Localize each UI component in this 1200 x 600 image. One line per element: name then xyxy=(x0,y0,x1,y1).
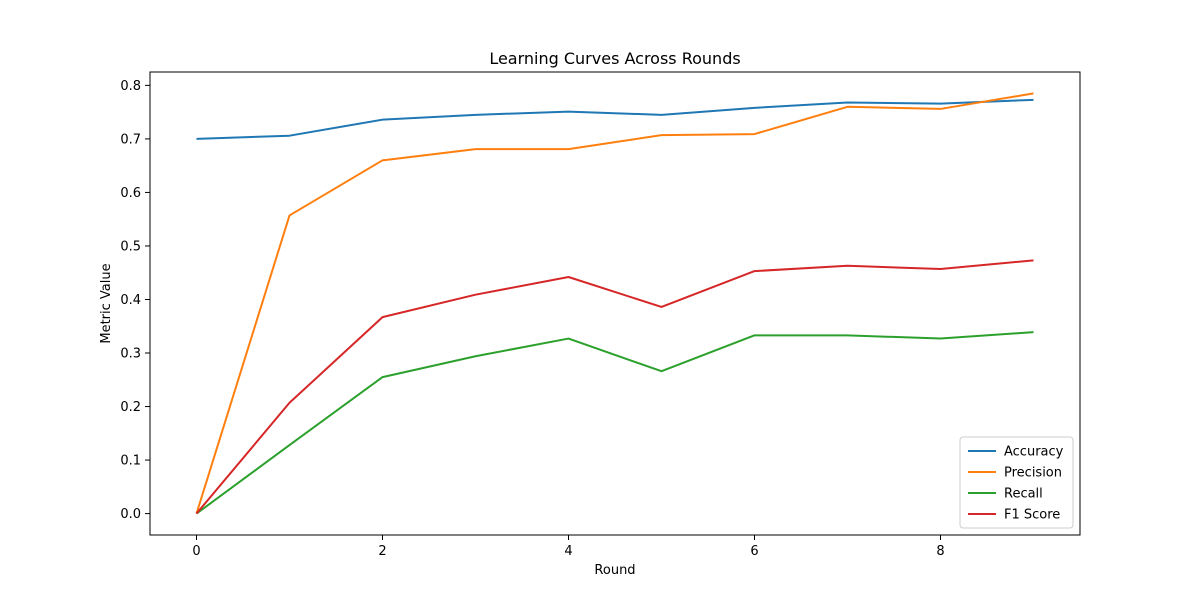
legend-label-precision: Precision xyxy=(1004,466,1062,481)
y-tick-label: 0.2 xyxy=(120,400,141,415)
x-tick-label: 2 xyxy=(378,544,386,559)
legend-label-f1-score: F1 Score xyxy=(1004,508,1060,523)
legend-label-accuracy: Accuracy xyxy=(1004,445,1064,460)
y-tick-label: 0.7 xyxy=(120,132,141,147)
legend: Accuracy Precision Recall F1 Score xyxy=(959,436,1074,529)
x-axis-title: Round xyxy=(594,563,635,578)
x-axis: 0 2 4 6 8 xyxy=(192,535,945,559)
y-tick-label: 0.5 xyxy=(120,239,141,254)
y-axis: 0.0 0.1 0.2 0.3 0.4 0.5 0.6 0.7 0.8 xyxy=(120,79,150,522)
y-tick-label: 0.0 xyxy=(120,507,141,522)
chart-title: Learning Curves Across Rounds xyxy=(489,49,740,68)
plot-frame xyxy=(149,71,1081,536)
y-tick-label: 0.3 xyxy=(120,347,141,362)
y-tick-label: 0.4 xyxy=(120,293,141,308)
x-tick-label: 0 xyxy=(192,544,200,559)
x-tick-label: 4 xyxy=(564,544,572,559)
y-tick-label: 0.8 xyxy=(120,79,141,94)
series-line-recall xyxy=(195,331,1034,515)
y-tick-label: 0.1 xyxy=(120,454,141,469)
series-layer xyxy=(195,92,1034,515)
y-tick-label: 0.6 xyxy=(120,186,141,201)
series-line-accuracy xyxy=(196,98,1034,140)
y-axis-title: Metric Value xyxy=(99,263,114,343)
x-tick-label: 8 xyxy=(936,544,944,559)
series-line-f1-score xyxy=(195,259,1034,515)
x-tick-label: 6 xyxy=(750,544,758,559)
legend-label-recall: Recall xyxy=(1004,487,1043,502)
series-line-precision xyxy=(195,92,1034,514)
legend-box xyxy=(959,436,1074,529)
